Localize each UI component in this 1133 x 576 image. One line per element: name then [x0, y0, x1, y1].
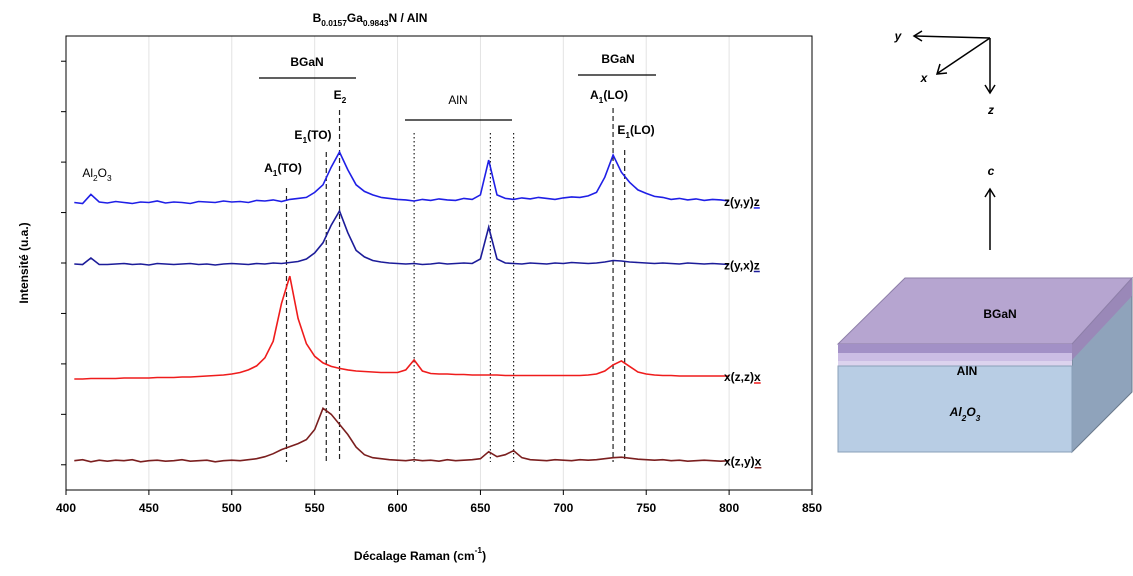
aln-layer: [838, 361, 1072, 366]
chart-title: B0.0157Ga0.9843N / AlN: [313, 11, 428, 28]
x-tick-label: 800: [719, 501, 739, 515]
annotation: BGaN: [290, 55, 323, 69]
annotation: A1(LO): [590, 88, 628, 105]
spectrum: [74, 407, 730, 463]
annotation: E1(TO): [294, 128, 331, 145]
text-part: 0.9843: [363, 18, 389, 28]
text-part: 2: [93, 173, 98, 183]
text-part: Décalage Raman (cm: [354, 549, 475, 563]
spectrum: [74, 150, 730, 205]
text-part: -1: [475, 545, 483, 555]
x-tick-label: 750: [636, 501, 656, 515]
text-part: A: [590, 88, 599, 102]
text-part: O: [966, 405, 976, 419]
text-part: 1: [302, 135, 307, 145]
legend-label: z(y,x)z: [724, 259, 760, 273]
text-part: 2: [342, 95, 347, 105]
annotation: AlN: [448, 93, 467, 107]
x-axis-title: Décalage Raman (cm-1): [354, 545, 486, 563]
text-part: (LO): [630, 123, 655, 137]
annotation: E1(LO): [617, 123, 654, 140]
text-part: 3: [976, 413, 981, 423]
substrate-label: Al2O3: [949, 405, 981, 423]
text-part: BGaN: [290, 55, 323, 69]
spectrum: [74, 209, 730, 266]
text-part: E: [334, 88, 342, 102]
axis-letter: z: [987, 103, 994, 117]
text-part: Ga: [347, 11, 363, 25]
arrow-head: [984, 187, 996, 198]
layer-label: AlN: [957, 364, 978, 378]
sample-block: [836, 276, 1133, 454]
arrow-head: [935, 63, 948, 75]
axes-diagram: [912, 30, 996, 250]
legend-label: x(z,z)x: [724, 370, 761, 384]
axis-letter: y: [894, 29, 903, 43]
text-part: 0.0157: [321, 18, 347, 28]
y-axis-title: Intensité (u.a.): [17, 222, 31, 303]
axis-letter: c: [988, 164, 995, 178]
text-part: B: [313, 11, 322, 25]
x-tick-label: 400: [56, 501, 76, 515]
annotation: BGaN: [601, 52, 634, 66]
x-tick-label: 600: [388, 501, 408, 515]
text-part: N / AlN: [389, 11, 428, 25]
block-side-layer: [1072, 278, 1132, 360]
aln-layer: [838, 353, 1072, 361]
x-tick-label: 550: [305, 501, 325, 515]
text-part: AlN: [448, 93, 467, 107]
text-part: 3: [107, 173, 112, 183]
text-part: A: [264, 161, 273, 175]
arrow: [914, 35, 991, 39]
text-part: 1: [599, 95, 604, 105]
annotation: Al2O3: [82, 166, 112, 183]
x-tick-label: 650: [470, 501, 490, 515]
axis-letter: x: [920, 71, 929, 85]
x-tick-label: 450: [139, 501, 159, 515]
substrate: [837, 365, 1073, 453]
text-part: (TO): [277, 161, 301, 175]
bgan-layer: [838, 344, 1072, 353]
text-part: 1: [625, 130, 630, 140]
text-part: ): [482, 549, 486, 563]
arrow-head: [984, 84, 996, 95]
text-part: 1: [273, 168, 278, 178]
text-part: (TO): [307, 128, 331, 142]
text-part: Al: [949, 405, 963, 419]
legend-label: z(y,y)z: [724, 195, 760, 209]
layer-label: BGaN: [983, 307, 1016, 321]
annotation: E2: [334, 88, 347, 105]
text-part: 2: [961, 413, 967, 423]
legend-label: x(z,y)x: [724, 455, 762, 469]
text-part: E: [294, 128, 302, 142]
text-part: O: [98, 166, 107, 180]
x-tick-label: 850: [802, 501, 822, 515]
text-part: E: [617, 123, 625, 137]
x-tick-label: 500: [222, 501, 242, 515]
x-tick-label: 700: [553, 501, 573, 515]
text-part: BGaN: [601, 52, 634, 66]
spectrum: [74, 275, 730, 380]
text-part: (LO): [603, 88, 628, 102]
annotation: A1(TO): [264, 161, 302, 178]
text-part: Al: [82, 166, 93, 180]
arrow-head: [912, 30, 923, 42]
arrow: [937, 37, 991, 74]
